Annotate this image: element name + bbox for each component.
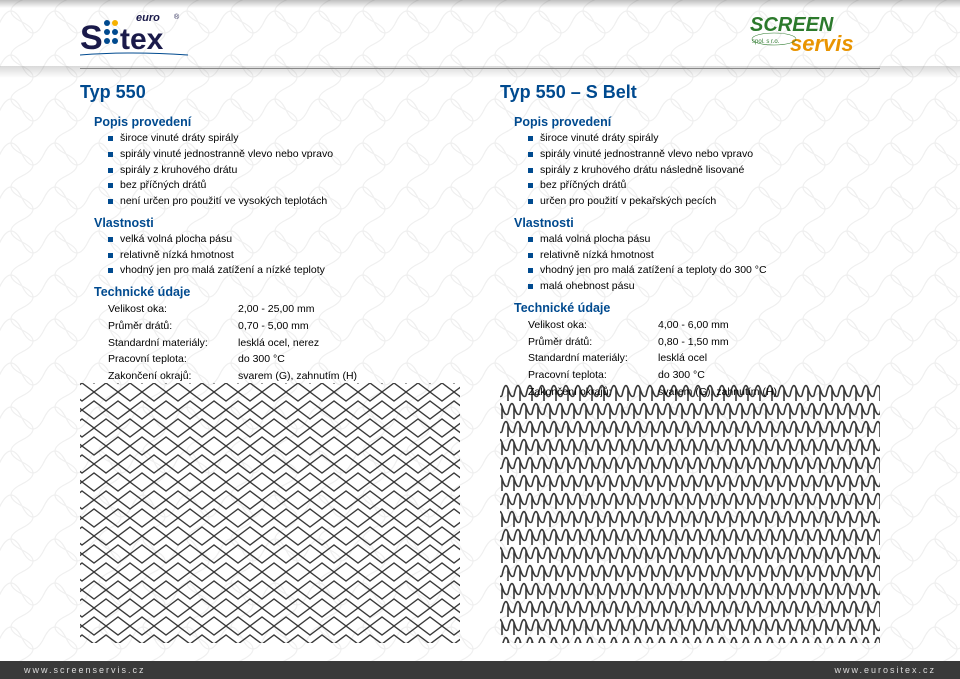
tech-value: do 300 °C <box>658 367 880 384</box>
section-heading: Popis provedení <box>94 115 460 129</box>
table-row: Standardní materiály:lesklá ocel <box>528 350 880 367</box>
tech-value: lesklá ocel, nerez <box>238 335 460 352</box>
table-row: Zakončení okrajů:svarem (G), zahnutím (H… <box>108 368 460 385</box>
tech-table: Velikost oka:2,00 - 25,00 mmPrůměr drátů… <box>108 301 460 385</box>
tech-value: 2,00 - 25,00 mm <box>238 301 460 318</box>
tech-label: Průměr drátů: <box>108 318 238 335</box>
tech-label: Pracovní teplota: <box>528 367 658 384</box>
tech-heading: Technické údaje <box>514 301 880 315</box>
footer-right-url: www.eurositex.cz <box>834 665 936 675</box>
product-title: Typ 550 <box>80 82 460 103</box>
tech-label: Zakončení okrajů: <box>108 368 238 385</box>
product-title: Typ 550 – S Belt <box>500 82 880 103</box>
tech-value: lesklá ocel <box>658 350 880 367</box>
tech-value: 4,00 - 6,00 mm <box>658 317 880 334</box>
page-header: S tex euro ® SCREEN servis spol. s r.o. <box>0 0 960 68</box>
section-heading: Popis provedení <box>514 115 880 129</box>
tech-label: Zakončení okrajů: <box>528 384 658 401</box>
product-left-column: Typ 550 Popis provedení široce vinuté drát… <box>80 82 460 649</box>
list-item: malá volná plocha pásu <box>528 232 880 248</box>
tech-heading: Technické údaje <box>94 285 460 299</box>
tech-value: 0,80 - 1,50 mm <box>658 334 880 351</box>
table-row: Průměr drátů:0,70 - 5,00 mm <box>108 318 460 335</box>
list-item: spirály vinuté jednostranně vlevo nebo v… <box>528 147 880 163</box>
logo-right-sub: spol. s r.o. <box>752 39 780 45</box>
bullet-list: široce vinuté dráty spirályspirály vinut… <box>108 131 460 210</box>
tech-value: svarem (G), zahnutím (H) <box>238 368 460 385</box>
logo-left-tex: tex <box>120 23 164 56</box>
table-row: Pracovní teplota:do 300 °C <box>528 367 880 384</box>
header-divider <box>80 68 880 69</box>
section-heading: Vlastnosti <box>514 216 880 230</box>
list-item: bez příčných drátů <box>528 178 880 194</box>
tech-value: svarem (G), zahnutím (H) <box>658 384 880 401</box>
tech-label: Standardní materiály: <box>528 350 658 367</box>
logo-screenservis: SCREEN servis spol. s r.o. <box>750 9 880 59</box>
logo-eurositex: S tex euro ® <box>80 9 190 59</box>
list-item: bez příčných drátů <box>108 178 460 194</box>
list-item: velká volná plocha pásu <box>108 232 460 248</box>
product-right-column: Typ 550 – S Belt Popis provedení široce vi… <box>500 82 880 649</box>
logo-left-s: S <box>80 19 103 57</box>
bullet-list: malá volná plocha pásurelativně nízká hm… <box>528 232 880 295</box>
bullet-list: široce vinuté dráty spirályspirály vinut… <box>528 131 880 210</box>
table-row: Zakončení okrajů:svarem (G), zahnutím (H… <box>528 384 880 401</box>
logo-left-reg-icon: ® <box>174 13 180 21</box>
tech-label: Standardní materiály: <box>108 335 238 352</box>
table-row: Velikost oka:2,00 - 25,00 mm <box>108 301 460 318</box>
logo-right-servis: servis <box>790 31 854 56</box>
table-row: Velikost oka:4,00 - 6,00 mm <box>528 317 880 334</box>
tech-label: Pracovní teplota: <box>108 351 238 368</box>
tech-label: Průměr drátů: <box>528 334 658 351</box>
list-item: spirály z kruhového drátu <box>108 163 460 179</box>
list-item: relativně nízká hmotnost <box>108 248 460 264</box>
tech-value: 0,70 - 5,00 mm <box>238 318 460 335</box>
tech-table: Velikost oka:4,00 - 6,00 mmPrůměr drátů:… <box>528 317 880 401</box>
table-row: Pracovní teplota:do 300 °C <box>108 351 460 368</box>
list-item: vhodný jen pro malá zatížení a teploty d… <box>528 263 880 279</box>
tech-label: Velikost oka: <box>108 301 238 318</box>
tech-label: Velikost oka: <box>528 317 658 334</box>
list-item: spirály vinuté jednostranně vlevo nebo v… <box>108 147 460 163</box>
page-footer: www.screenservis.cz www.eurositex.cz <box>0 661 960 679</box>
logo-left-i-dots <box>104 20 118 44</box>
bullet-list: velká volná plocha pásurelativně nízká h… <box>108 232 460 279</box>
content-area: Typ 550 Popis provedení široce vinuté drát… <box>80 82 880 649</box>
section-heading: Vlastnosti <box>94 216 460 230</box>
list-item: široce vinuté dráty spirály <box>108 131 460 147</box>
list-item: určen pro použití v pekařských pecích <box>528 194 880 210</box>
table-row: Průměr drátů:0,80 - 1,50 mm <box>528 334 880 351</box>
table-row: Standardní materiály:lesklá ocel, nerez <box>108 335 460 352</box>
list-item: široce vinuté dráty spirály <box>528 131 880 147</box>
list-item: vhodný jen pro malá zatížení a nízké tep… <box>108 263 460 279</box>
list-item: malá ohebnost pásu <box>528 279 880 295</box>
tech-value: do 300 °C <box>238 351 460 368</box>
footer-left-url: www.screenservis.cz <box>24 665 146 675</box>
list-item: relativně nízká hmotnost <box>528 248 880 264</box>
list-item: spirály z kruhového drátu následně lisov… <box>528 163 880 179</box>
logo-left-euro: euro <box>136 12 160 24</box>
list-item: není určen pro použití ve vysokých teplo… <box>108 194 460 210</box>
